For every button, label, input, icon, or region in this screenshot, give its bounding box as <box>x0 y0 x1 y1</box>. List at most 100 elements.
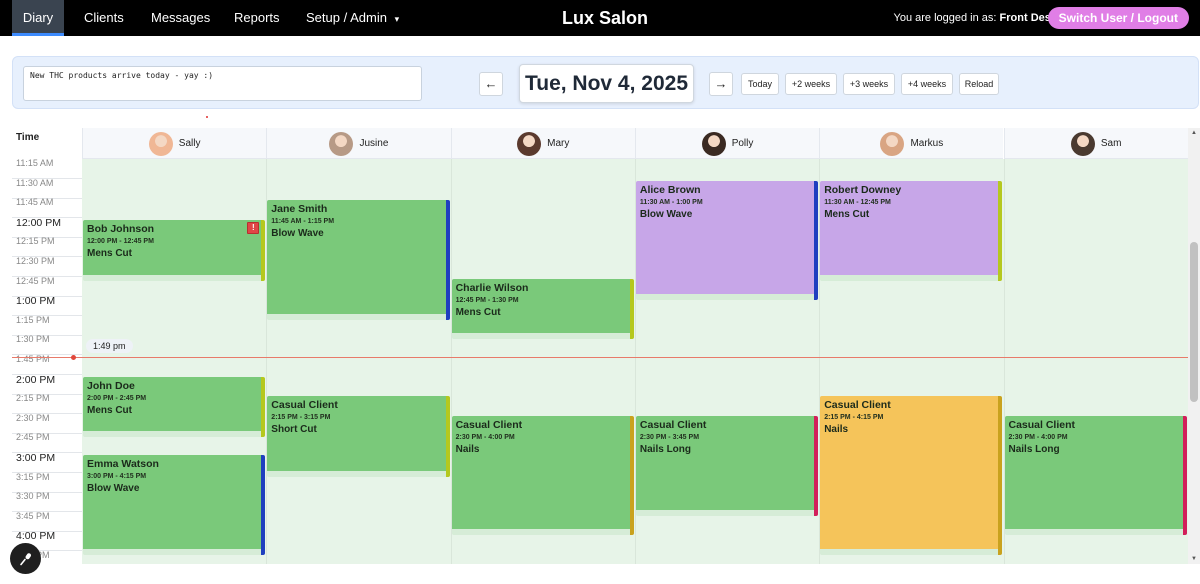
time-slot-label: 2:30 PM <box>16 412 50 423</box>
chevron-down-icon: ▾ <box>394 14 400 24</box>
appointment-client: Alice Brown <box>639 183 701 196</box>
scroll-thumb[interactable] <box>1190 242 1198 402</box>
time-slot-label: 11:15 AM <box>16 159 54 168</box>
column-divider <box>634 159 636 564</box>
appointment-status-bar <box>261 376 266 438</box>
time-slot: 1:45 PM <box>12 354 82 375</box>
time-slot-label: 2:00 PM <box>16 373 56 386</box>
appointment-client: Emma Watson <box>87 458 159 470</box>
plus-2-weeks-button[interactable]: +2 weeks <box>785 73 837 95</box>
appointment-time: 3:00 PM - 4:15 PM <box>87 473 147 480</box>
appointment-client: Robert Downey <box>824 183 902 196</box>
time-slot: 11:45 AM <box>12 197 82 219</box>
column-divider <box>819 159 821 564</box>
appointment-service: Mens Cut <box>87 404 132 416</box>
staff-header-jusine: Jusine <box>266 128 451 159</box>
staff-name: Jusine <box>359 138 389 149</box>
time-slot-label: 4:00 PM <box>16 530 56 543</box>
appointment-buffer <box>83 274 266 281</box>
appointment-status-bar <box>998 180 1003 281</box>
top-navigation: Diary Clients Messages Reports Setup / A… <box>0 0 1200 36</box>
appointment-client: Charlie Wilson <box>455 281 529 294</box>
appointment-time: 2:30 PM - 4:00 PM <box>455 433 515 441</box>
appointment-status-bar <box>261 219 266 281</box>
appointment-status-bar <box>998 396 1003 555</box>
staff-header-sam: Sam <box>1003 128 1188 159</box>
logged-in-user: Front Desk <box>999 12 1057 24</box>
appointment-client: Casual Client <box>1008 418 1076 431</box>
time-slot: 1:30 PM <box>12 334 82 356</box>
alert-flag-icon[interactable]: ! <box>247 221 260 234</box>
appointment-card[interactable]: Casual Client 2:30 PM - 3:45 PM Nails Long <box>635 415 819 516</box>
current-time-dot <box>71 355 76 360</box>
appointment-card[interactable]: Charlie Wilson 12:45 PM - 1:30 PM Mens Cut <box>451 278 634 340</box>
staff-header-polly: Polly <box>634 128 820 159</box>
appointment-buffer <box>451 333 634 340</box>
appointment-service: Nails Long <box>639 443 692 455</box>
plus-3-weeks-button[interactable]: +3 weeks <box>843 73 895 95</box>
time-slot-label: 12:30 PM <box>16 256 55 266</box>
microphone-button[interactable] <box>10 543 41 574</box>
time-slot: 3:15 PM <box>12 472 82 493</box>
staff-name: Polly <box>731 138 754 149</box>
appointment-time: 2:30 PM - 4:00 PM <box>1008 433 1068 441</box>
appointment-card[interactable]: Emma Watson 3:00 PM - 4:15 PM Blow Wave <box>83 455 266 555</box>
column-divider <box>450 159 452 564</box>
nav-messages[interactable]: Messages <box>151 10 211 25</box>
staff-header-mary: Mary <box>450 128 635 159</box>
today-button[interactable]: Today <box>741 73 779 95</box>
nav-diary[interactable]: Diary <box>12 0 64 36</box>
appointment-time: 2:00 PM - 2:45 PM <box>87 394 147 402</box>
time-slot: 12:00 PM <box>12 217 82 238</box>
appointment-card[interactable]: Jane Smith 11:45 AM - 1:15 PM Blow Wave <box>267 200 450 320</box>
day-notes-input[interactable] <box>23 66 422 101</box>
nav-setup-admin[interactable]: Setup / Admin ▾ <box>306 0 399 36</box>
prev-day-button[interactable]: ← <box>479 72 503 96</box>
appointment-time: 12:00 PM - 12:45 PM <box>87 237 154 245</box>
scroll-down-icon[interactable]: ▼ <box>1191 556 1197 562</box>
column-divider <box>266 159 268 564</box>
avatar <box>880 131 905 156</box>
appointment-card[interactable]: Alice Brown 11:30 AM - 1:00 PM Blow Wave <box>635 180 819 301</box>
appointment-client: Casual Client <box>455 418 523 431</box>
appointment-card[interactable]: Bob Johnson 12:00 PM - 12:45 PM Mens Cut! <box>83 219 266 281</box>
grid-scrollbar[interactable]: ▲ ▼ <box>1188 128 1200 564</box>
plus-4-weeks-button[interactable]: +4 weeks <box>901 73 953 95</box>
diary-grid[interactable]: Bob Johnson 12:00 PM - 12:45 PM Mens Cut! J… <box>82 159 1188 564</box>
time-slot-label: 1:45 PM <box>16 354 50 364</box>
appointment-time: 12:45 PM - 1:30 PM <box>455 296 519 304</box>
time-slot: 11:15 AM <box>12 159 82 179</box>
microphone-icon <box>19 552 31 565</box>
appointment-card[interactable]: Casual Client 2:30 PM - 4:00 PM Nails <box>451 415 634 536</box>
appointment-client: Casual Client <box>639 418 707 431</box>
appointment-time: 2:15 PM - 4:15 PM <box>824 414 884 422</box>
appointment-card[interactable]: Casual Client 2:15 PM - 4:15 PM Nails <box>820 396 1003 555</box>
time-slot: 2:45 PM <box>12 432 82 454</box>
reload-button[interactable]: Reload <box>959 73 999 95</box>
appointment-card[interactable]: Casual Client 2:15 PM - 3:15 PM Short Cut <box>267 396 450 477</box>
appointment-time: 2:15 PM - 3:15 PM <box>271 414 331 422</box>
appointment-buffer <box>451 529 634 536</box>
appointment-client: Casual Client <box>271 399 338 412</box>
avatar <box>517 131 542 156</box>
appointment-service: Nails Long <box>1008 443 1060 455</box>
staff-name: Sally <box>178 138 201 149</box>
appointment-service: Blow Wave <box>87 483 140 494</box>
appointment-card[interactable]: Casual Client 2:30 PM - 4:00 PM Nails Long <box>1004 415 1187 536</box>
next-day-button[interactable]: → <box>709 72 733 96</box>
time-slot-label: 3:30 PM <box>16 491 50 502</box>
time-slot: 12:45 PM <box>12 276 82 297</box>
appointment-service: Short Cut <box>271 424 317 436</box>
appointment-buffer <box>267 313 450 320</box>
appointment-card[interactable]: John Doe 2:00 PM - 2:45 PM Mens Cut <box>83 376 266 438</box>
appointment-service: Nails <box>455 443 480 455</box>
scroll-up-icon[interactable]: ▲ <box>1191 130 1197 136</box>
time-column-header: Time <box>16 132 40 143</box>
switch-user-button[interactable]: Switch User / Logout <box>1047 7 1189 29</box>
appointment-buffer <box>83 549 266 555</box>
appointment-card[interactable]: Robert Downey 11:30 AM - 12:45 PM Mens Cut <box>820 180 1003 281</box>
time-slot-label: 12:15 PM <box>16 236 55 247</box>
avatar <box>701 131 726 156</box>
nav-clients[interactable]: Clients <box>84 10 124 25</box>
nav-reports[interactable]: Reports <box>234 10 280 25</box>
